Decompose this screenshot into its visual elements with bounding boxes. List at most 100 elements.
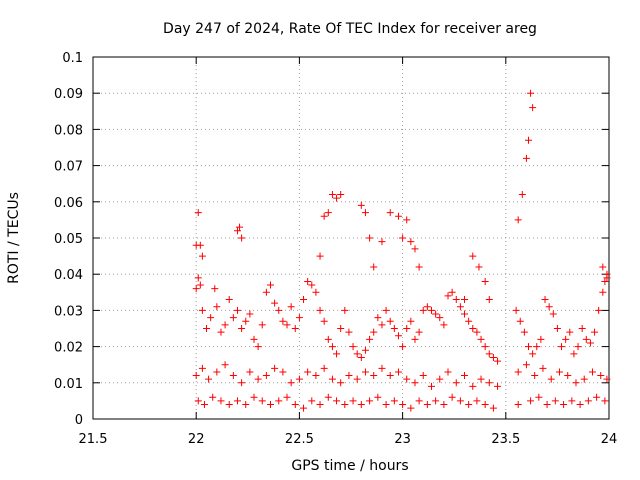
data-point xyxy=(328,375,336,383)
data-point xyxy=(341,401,349,409)
data-point xyxy=(543,401,551,409)
data-point xyxy=(555,368,563,376)
data-point xyxy=(320,212,328,220)
data-point xyxy=(283,393,291,401)
data-point xyxy=(415,263,423,271)
x-tick-label: 21.5 xyxy=(79,432,108,447)
data-point xyxy=(236,223,244,231)
data-point xyxy=(494,357,502,365)
data-point xyxy=(353,375,361,383)
data-point xyxy=(324,335,332,343)
data-point xyxy=(597,372,605,380)
data-point xyxy=(531,372,539,380)
data-point xyxy=(514,368,522,376)
data-point xyxy=(514,401,522,409)
gridlines xyxy=(93,57,609,419)
data-point xyxy=(246,310,254,318)
data-point xyxy=(582,335,590,343)
data-point xyxy=(436,375,444,383)
data-point xyxy=(440,401,448,409)
data-point xyxy=(525,136,533,144)
data-point xyxy=(275,397,283,405)
data-point xyxy=(570,350,578,358)
data-point xyxy=(465,317,473,325)
data-point xyxy=(419,306,427,314)
data-point xyxy=(529,350,537,358)
data-point xyxy=(452,296,460,304)
data-point xyxy=(271,364,279,372)
data-point xyxy=(551,397,559,405)
data-point xyxy=(423,401,431,409)
data-point xyxy=(271,299,279,307)
data-point xyxy=(198,364,206,372)
data-point xyxy=(312,372,320,380)
data-point xyxy=(238,379,246,387)
data-point xyxy=(547,375,555,383)
data-point xyxy=(378,364,386,372)
data-point xyxy=(333,397,341,405)
data-point xyxy=(599,288,607,296)
data-point xyxy=(229,314,237,322)
data-point xyxy=(419,372,427,380)
data-point xyxy=(205,375,213,383)
data-point xyxy=(444,368,452,376)
data-point xyxy=(566,328,574,336)
data-point xyxy=(469,325,477,332)
data-point xyxy=(386,209,394,217)
data-point xyxy=(407,238,415,246)
data-point xyxy=(580,375,588,383)
data-point xyxy=(518,191,526,199)
data-point xyxy=(242,401,250,409)
data-point xyxy=(584,397,592,405)
data-point xyxy=(374,314,382,322)
data-point xyxy=(213,368,221,376)
data-point xyxy=(366,397,374,405)
data-point xyxy=(403,216,411,224)
y-tick-label: 0.03 xyxy=(54,304,83,319)
data-point xyxy=(527,397,535,405)
data-point xyxy=(386,372,394,380)
data-point xyxy=(489,353,497,361)
data-point xyxy=(444,292,452,300)
data-point xyxy=(535,393,543,401)
data-point xyxy=(258,321,266,329)
data-point xyxy=(588,368,596,376)
data-point xyxy=(357,201,365,209)
x-tick-label: 23 xyxy=(394,432,411,447)
data-point xyxy=(275,306,283,314)
data-point xyxy=(399,343,407,351)
data-point xyxy=(601,277,609,285)
data-point xyxy=(456,303,464,311)
data-point xyxy=(291,325,299,332)
data-point xyxy=(217,328,225,336)
data-point xyxy=(481,401,489,409)
data-point xyxy=(196,241,204,249)
data-point xyxy=(312,288,320,296)
data-point xyxy=(279,317,287,325)
data-point xyxy=(432,310,440,318)
data-point xyxy=(394,368,402,376)
data-point xyxy=(254,375,262,383)
data-point xyxy=(562,335,570,343)
data-point xyxy=(209,393,217,401)
data-point xyxy=(279,368,287,376)
data-point xyxy=(295,314,303,322)
data-point xyxy=(287,379,295,387)
data-point xyxy=(233,397,241,405)
data-point xyxy=(300,404,308,412)
data-point xyxy=(374,393,382,401)
data-point xyxy=(390,397,398,405)
data-point xyxy=(378,321,386,329)
y-tick-label: 0.09 xyxy=(54,87,83,102)
data-point xyxy=(200,401,208,409)
data-point xyxy=(568,397,576,405)
data-point xyxy=(337,379,345,387)
data-point xyxy=(250,335,258,343)
data-point xyxy=(328,343,336,351)
data-point xyxy=(593,393,601,401)
data-point xyxy=(520,328,528,336)
data-point xyxy=(411,379,419,387)
data-point xyxy=(564,372,572,380)
data-point xyxy=(320,364,328,372)
data-point xyxy=(283,321,291,329)
